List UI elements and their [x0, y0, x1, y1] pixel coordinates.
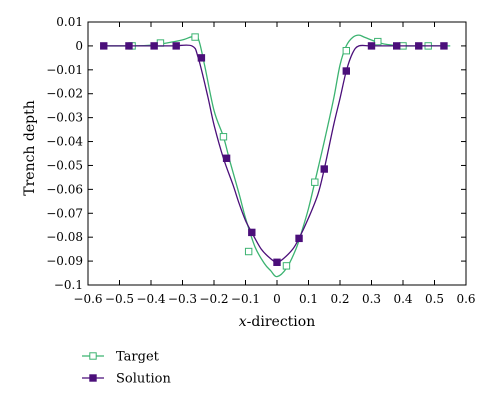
data-point-target	[191, 33, 199, 41]
data-point-target	[342, 46, 351, 55]
legend-marker-solution	[89, 374, 97, 382]
x-tick-label: −0.6	[73, 292, 102, 306]
x-tick-label: 0.5	[425, 292, 444, 306]
legend: Target Solution	[82, 350, 171, 387]
y-tick-label: −0.1	[54, 278, 83, 292]
x-axis-label-italic: x	[239, 314, 247, 330]
y-tick-label: −0.05	[46, 158, 83, 172]
x-tick-label: −0.2	[199, 292, 228, 306]
data-point-target	[374, 37, 382, 46]
y-tick-label: −0.09	[46, 254, 83, 268]
x-tick-label: 0.4	[393, 292, 412, 306]
x-axis-label: x-direction	[239, 314, 315, 330]
data-point-target	[244, 247, 253, 256]
data-point-solution	[172, 42, 180, 50]
data-point-solution	[273, 258, 281, 266]
y-axis-label: Trench depth	[22, 100, 38, 196]
data-point-target	[219, 133, 228, 141]
legend-label-target: Target	[116, 350, 160, 365]
x-tick-label: −0.4	[136, 292, 166, 306]
y-tick-label: 0	[75, 39, 83, 53]
data-point-solution	[367, 42, 376, 50]
y-tick-label: −0.02	[46, 87, 83, 101]
data-point-solution	[197, 54, 206, 62]
data-point-solution	[125, 42, 133, 50]
y-tick-label: −0.06	[46, 182, 83, 196]
data-point-solution	[295, 234, 303, 243]
data-point-solution	[342, 67, 351, 75]
series-solution	[100, 42, 448, 266]
y-tick-label: −0.01	[46, 63, 83, 77]
plot-area-frame	[87, 21, 467, 286]
data-point-solution	[100, 42, 108, 50]
x-tick-label: −0.1	[231, 292, 260, 306]
data-point-solution	[320, 165, 328, 173]
series-line-solution	[103, 44, 444, 263]
data-point-solution	[150, 42, 158, 50]
x-tick-label: 0.6	[456, 292, 475, 306]
legend-label-solution: Solution	[116, 372, 171, 387]
x-tick-label: 0.3	[362, 292, 381, 306]
series-target	[103, 33, 451, 278]
series-line-target	[103, 34, 451, 278]
y-tick-label: 0.01	[56, 15, 83, 29]
data-point-solution	[222, 154, 231, 162]
data-point-target	[311, 178, 319, 186]
x-tick-label: 0	[273, 292, 281, 306]
y-tick-label: −0.03	[46, 111, 83, 125]
y-tick-label: −0.07	[46, 206, 83, 220]
data-point-target	[282, 262, 291, 270]
y-tick-label: −0.08	[46, 230, 83, 244]
x-axis-label-rest: -direction	[247, 314, 316, 330]
x-tick-label: −0.5	[105, 292, 134, 306]
data-point-solution	[248, 228, 256, 237]
data-point-solution	[415, 42, 423, 50]
y-tick-label: −0.04	[46, 135, 83, 149]
data-point-solution	[393, 42, 401, 50]
x-tick-label: 0.2	[330, 292, 349, 306]
x-tick-label: 0.1	[299, 292, 318, 306]
data-point-solution	[440, 42, 448, 50]
legend-marker-target	[89, 352, 97, 360]
x-tick-label: −0.3	[168, 292, 197, 306]
